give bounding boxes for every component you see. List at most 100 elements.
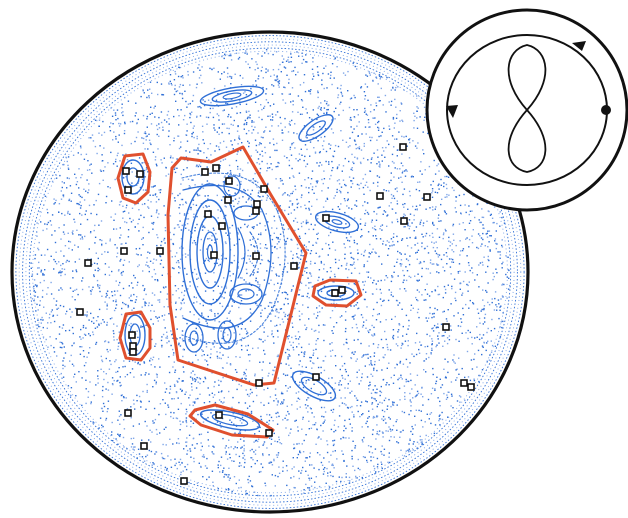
chaotic-orbit-point xyxy=(326,109,328,111)
chaotic-orbit-point xyxy=(261,369,263,371)
chaotic-orbit-point xyxy=(315,348,317,351)
chaotic-orbit-point xyxy=(143,216,145,219)
chaotic-orbit-point xyxy=(431,206,434,208)
chaotic-orbit-point xyxy=(166,335,168,337)
chaotic-orbit-point xyxy=(457,271,459,273)
chaotic-orbit-point xyxy=(502,320,504,323)
chaotic-orbit-point xyxy=(306,267,308,269)
chaotic-orbit-point xyxy=(134,226,136,228)
chaotic-orbit-point xyxy=(363,91,366,93)
chaotic-orbit-point xyxy=(116,380,118,382)
chaotic-orbit-point xyxy=(274,394,277,396)
chaotic-orbit-point xyxy=(144,148,146,150)
chaotic-orbit-point xyxy=(482,289,484,291)
chaotic-orbit-point xyxy=(64,273,66,276)
chaotic-orbit-point xyxy=(298,266,300,269)
chaotic-orbit-point xyxy=(387,461,389,463)
chaotic-orbit-point xyxy=(146,383,148,386)
chaotic-orbit-point xyxy=(437,293,439,296)
chaotic-orbit-point xyxy=(366,75,369,77)
chaotic-orbit-point xyxy=(154,156,157,158)
chaotic-orbit-point xyxy=(358,369,360,371)
chaotic-orbit-point xyxy=(371,324,373,327)
chaotic-orbit-point xyxy=(150,364,152,366)
chaotic-orbit-point xyxy=(164,327,166,329)
chaotic-orbit-point xyxy=(368,252,370,254)
chaotic-orbit-point xyxy=(248,145,250,148)
chaotic-orbit-point xyxy=(265,71,267,74)
chaotic-orbit-point xyxy=(148,270,150,273)
chaotic-orbit-point xyxy=(452,407,454,409)
chaotic-orbit-point xyxy=(386,343,388,346)
chaotic-orbit-point xyxy=(375,76,377,78)
chaotic-orbit-point xyxy=(228,150,230,152)
chaotic-orbit-point xyxy=(312,354,314,356)
chaotic-orbit-point xyxy=(432,373,434,376)
chaotic-orbit-point xyxy=(375,471,377,473)
chaotic-orbit-point xyxy=(287,228,290,230)
chaotic-orbit-point xyxy=(389,245,391,247)
chaotic-orbit-point xyxy=(254,250,256,252)
chaotic-orbit-point xyxy=(262,444,264,446)
chaotic-orbit-point xyxy=(336,229,338,231)
chaotic-orbit-point xyxy=(284,291,286,293)
chaotic-orbit-point xyxy=(93,422,95,424)
chaotic-orbit-point xyxy=(411,222,413,224)
chaotic-orbit-point xyxy=(177,438,180,440)
chaotic-orbit-point xyxy=(96,279,99,282)
chaotic-orbit-point xyxy=(411,433,414,435)
chaotic-orbit-point xyxy=(336,66,338,68)
chaotic-orbit-point xyxy=(251,125,253,128)
chaotic-orbit-point xyxy=(167,306,169,308)
chaotic-orbit-point xyxy=(291,468,293,470)
chaotic-orbit-point xyxy=(199,105,201,108)
chaotic-orbit-point xyxy=(454,362,456,364)
chaotic-orbit-point xyxy=(422,149,424,151)
chaotic-orbit-point xyxy=(297,397,299,399)
chaotic-orbit-point xyxy=(396,364,398,366)
chaotic-orbit-point xyxy=(274,366,276,368)
chaotic-orbit-point xyxy=(225,232,227,234)
chaotic-orbit-point xyxy=(387,299,390,302)
chaotic-orbit-point xyxy=(256,186,258,188)
chaotic-orbit-point xyxy=(277,412,279,414)
chaotic-orbit-point xyxy=(370,392,373,394)
chaotic-orbit-point xyxy=(155,451,158,453)
chaotic-orbit-point xyxy=(283,228,285,231)
chaotic-orbit-point xyxy=(73,218,75,221)
chaotic-orbit-point xyxy=(121,103,123,105)
chaotic-orbit-point xyxy=(375,283,377,285)
chaotic-orbit-point xyxy=(160,259,163,261)
chaotic-orbit-point xyxy=(329,178,331,180)
chaotic-orbit-point xyxy=(230,116,232,118)
chaotic-orbit-point xyxy=(190,208,192,211)
chaotic-orbit-point xyxy=(431,349,433,351)
chaotic-orbit-point xyxy=(220,380,222,383)
chaotic-orbit-point xyxy=(180,307,183,309)
chaotic-orbit-point xyxy=(499,225,501,227)
chaotic-orbit-point xyxy=(277,454,279,456)
chaotic-orbit-point xyxy=(254,69,256,71)
chaotic-orbit-point xyxy=(394,367,396,369)
chaotic-orbit-point xyxy=(97,284,99,286)
chaotic-orbit-point xyxy=(416,251,418,253)
chaotic-orbit-point xyxy=(133,293,135,296)
chaotic-orbit-point xyxy=(348,418,351,420)
chaotic-orbit-point xyxy=(98,323,100,325)
chaotic-orbit-point xyxy=(222,159,225,161)
chaotic-orbit-point xyxy=(305,61,307,63)
chaotic-orbit-point xyxy=(156,234,158,236)
chaotic-orbit-point xyxy=(120,272,122,275)
chaotic-orbit-point xyxy=(397,304,399,306)
chaotic-orbit-point xyxy=(204,272,207,274)
chaotic-orbit-point xyxy=(386,405,389,407)
chaotic-orbit-point xyxy=(290,477,292,479)
chaotic-orbit-point xyxy=(338,415,341,417)
chaotic-orbit-point xyxy=(143,92,145,94)
chaotic-orbit-point xyxy=(202,226,204,228)
chaotic-orbit-point xyxy=(106,308,108,310)
chaotic-orbit-point xyxy=(302,304,304,306)
chaotic-orbit-point xyxy=(204,376,206,379)
chaotic-orbit-point xyxy=(416,394,418,396)
chaotic-orbit-point xyxy=(370,162,372,164)
